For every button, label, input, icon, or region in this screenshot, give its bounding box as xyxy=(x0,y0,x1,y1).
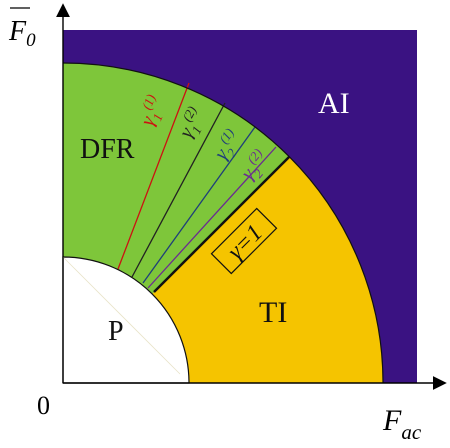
x-axis-label: Fac xyxy=(382,404,422,444)
ai-label: AI xyxy=(318,87,350,120)
dfr-label: DFR xyxy=(80,134,135,165)
gamma-curve-red xyxy=(117,82,190,270)
origin-label: 0 xyxy=(37,391,50,420)
p-region-diagonal xyxy=(62,256,181,375)
p-label: P xyxy=(108,316,124,347)
ti-label: TI xyxy=(259,296,287,329)
gamma-curve-blue xyxy=(142,126,256,284)
gamma-one-boundary xyxy=(153,155,291,293)
gamma-one-box xyxy=(210,207,278,275)
y-axis-label: F0 xyxy=(8,16,36,51)
outer-arc xyxy=(62,62,384,384)
gamma-curve-black xyxy=(131,102,226,278)
gamma-curve-purple xyxy=(147,146,277,289)
